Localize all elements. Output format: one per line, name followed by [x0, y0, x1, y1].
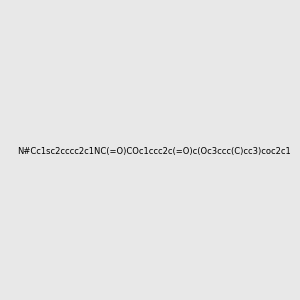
Text: N#Cc1sc2cccc2c1NC(=O)COc1ccc2c(=O)c(Oc3ccc(C)cc3)coc2c1: N#Cc1sc2cccc2c1NC(=O)COc1ccc2c(=O)c(Oc3c…: [17, 147, 291, 156]
